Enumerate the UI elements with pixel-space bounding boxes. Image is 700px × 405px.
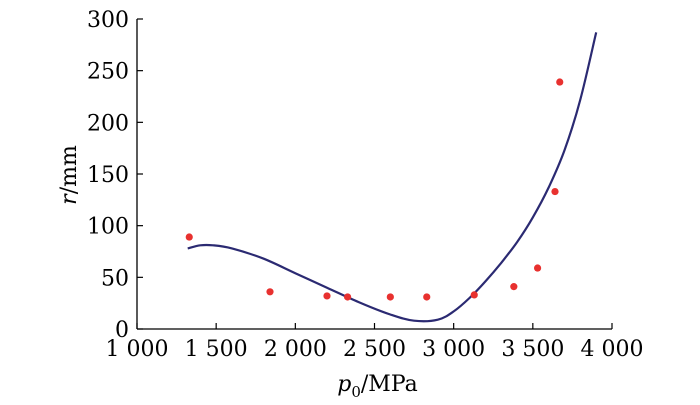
- x-tick-label: 2 500: [343, 337, 406, 362]
- data-point: [551, 187, 559, 196]
- data-point: [533, 264, 542, 272]
- y-tick-label: 250: [87, 60, 129, 85]
- x-axis-title-subscript: 0: [351, 383, 361, 401]
- data-point: [470, 291, 478, 299]
- x-axis-title-var: p: [337, 372, 351, 397]
- x-tick-label: 4 000: [581, 337, 644, 362]
- x-tick-label: 1 500: [185, 337, 248, 362]
- y-tick-label: 50: [101, 266, 129, 291]
- fit-curve-layer: [187, 32, 598, 323]
- x-tick-label: 1 000: [106, 337, 169, 362]
- data-point: [510, 283, 518, 291]
- y-axis-title-var: r: [57, 193, 82, 205]
- fit-curve: [187, 32, 598, 323]
- y-axis: 0 50 100 150 200 250 300: [87, 8, 143, 343]
- data-point: [556, 78, 564, 86]
- data-points-layer: [185, 78, 564, 301]
- y-axis-title: r/mm: [57, 145, 82, 205]
- y-axis-title-unit: /mm: [57, 145, 82, 194]
- y-tick-label: 0: [115, 318, 129, 343]
- x-tick-label: 3 000: [422, 337, 485, 362]
- y-tick-label: 300: [87, 8, 129, 33]
- data-point: [323, 292, 331, 300]
- x-axis: 1 000 1 500 2 000 2 500 3 000 3 500 4 000: [106, 323, 644, 362]
- data-point: [423, 293, 431, 301]
- data-point: [343, 293, 352, 301]
- data-point: [185, 233, 193, 241]
- data-point: [266, 288, 274, 296]
- y-tick-label: 150: [87, 163, 129, 188]
- x-axis-title-unit: /MPa: [361, 372, 418, 397]
- x-tick-label: 3 500: [501, 337, 564, 362]
- x-axis-title: p0/MPa: [337, 372, 418, 401]
- x-tick-label: 2 000: [264, 337, 327, 362]
- y-tick-label: 100: [87, 215, 129, 240]
- y-tick-label: 200: [87, 111, 129, 136]
- data-point: [386, 293, 394, 301]
